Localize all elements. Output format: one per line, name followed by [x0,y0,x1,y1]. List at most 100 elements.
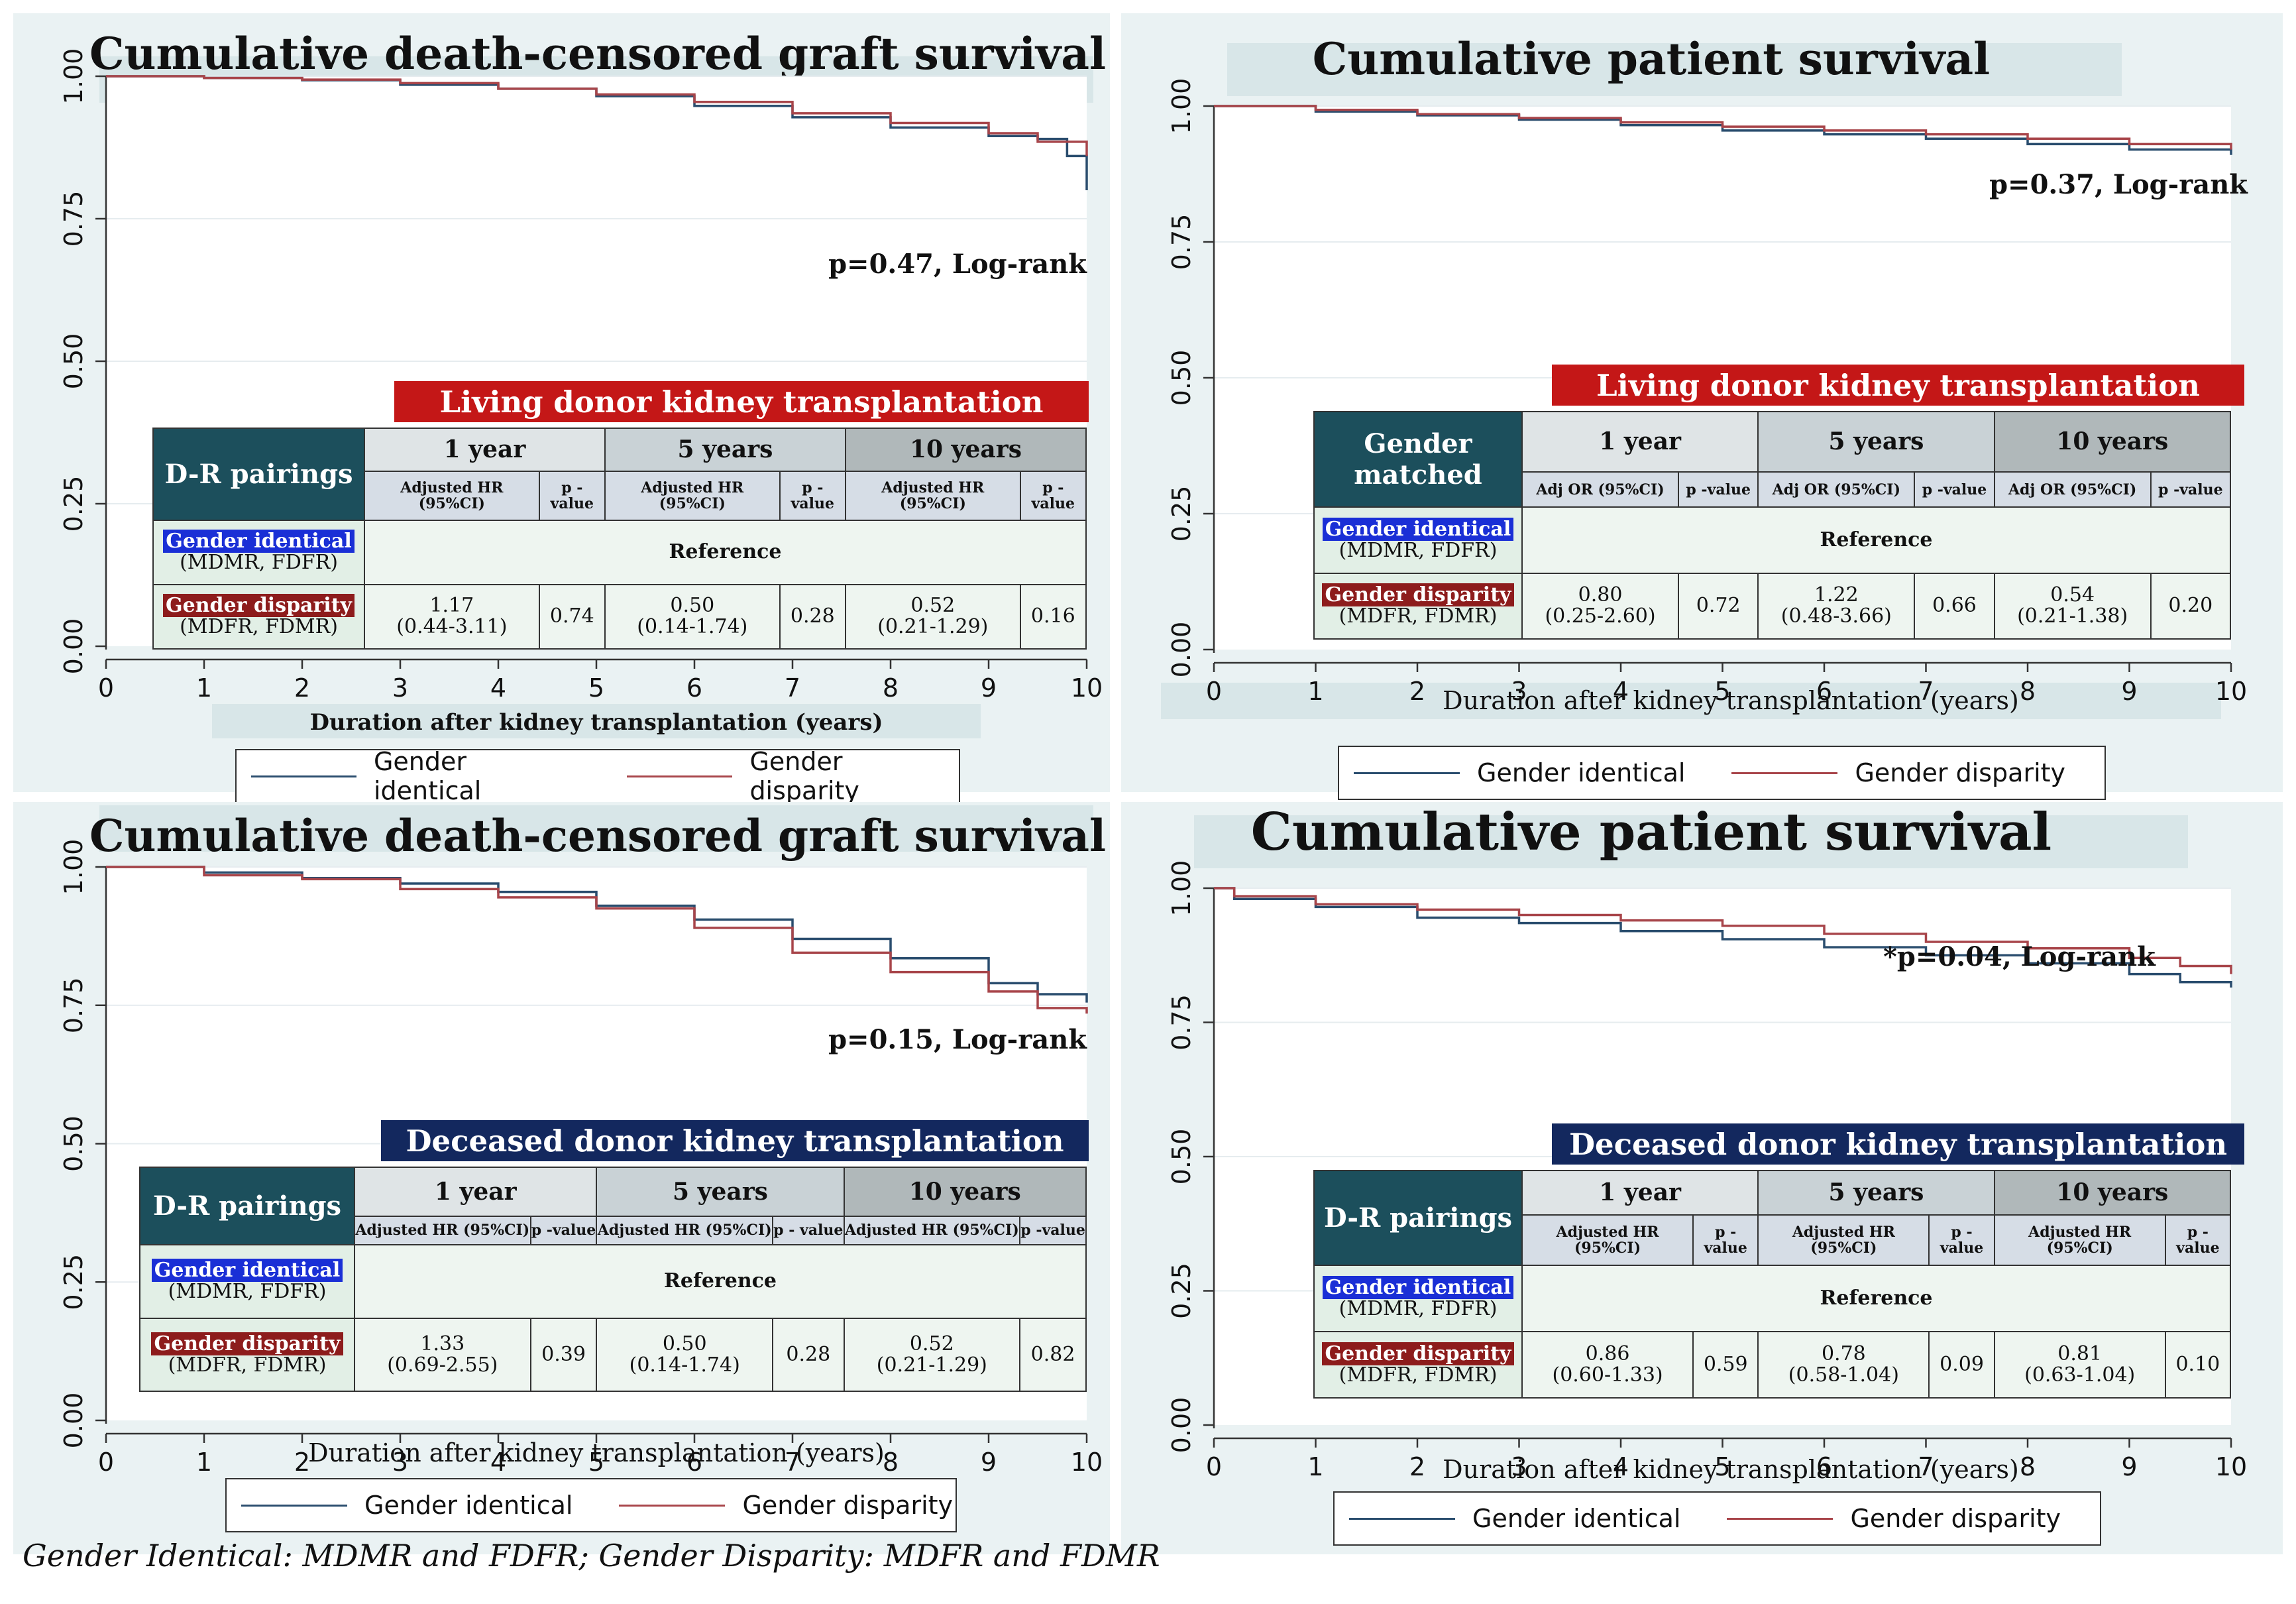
x-tick-label: 0 [1206,677,1222,706]
estimate-value: 0.50 [662,1332,707,1355]
y-tick-label: 0.50 [59,1116,88,1172]
period-header: 10 years [844,428,1087,472]
legend-swatch-identical [1349,1517,1455,1520]
estimate-subheader: Adjusted HR (95%CI) [1521,1214,1694,1266]
estimate-value: 0.78 [1821,1342,1866,1365]
pvalue-annotation: p=0.37, Log-rank [1989,169,2248,200]
x-axis-label: Duration after kidney transplantation (y… [308,1438,885,1467]
pvalue-subheader: p -value [1678,471,1759,508]
confidence-interval: (0.21-1.29) [877,615,989,639]
period-header: 1 year [1521,1170,1759,1216]
estimate-value: 0.52 [909,1332,954,1355]
row-label-gender-disparity: Gender disparity (MDFR, FDMR) [139,1317,355,1393]
hazard-ratio-table: D-R pairings 1 year 5 years 10 years Adjuste… [139,1166,1087,1393]
pvalue-subheader: p -value [2164,1214,2232,1266]
legend-label-identical: Gender identical [364,1491,573,1520]
row-label-gender-identical: Gender identical (MDMR, FDFR) [152,519,365,585]
y-tick-label: 0.25 [1167,1263,1196,1319]
period-header: 1 year [1521,411,1759,473]
x-tick-label: 6 [1816,677,1832,706]
y-tick-label: 0.75 [59,191,88,247]
estimate-subheader: Adj OR (95%CI) [1993,471,2152,508]
legend-label-disparity: Gender disparity [742,1491,954,1520]
period-header: 1 year [353,1167,598,1217]
footnote: Gender Identical: MDMR and FDFR; Gender … [23,1538,1160,1574]
gender-disparity-label: Gender disparity [1322,1342,1514,1365]
estimate-cell: 0.52 (0.21-1.29) [843,1317,1021,1393]
estimate-cell: 0.54 (0.21-1.38) [1993,572,2152,640]
pvalue-cell: 0.72 [1678,572,1759,640]
series-line-gender-identical [1214,887,2232,988]
y-tick-label: 0.50 [1167,350,1196,406]
reference-cell: Reference [354,1244,1087,1319]
hazard-ratio-table: D-R pairings 1 year 5 years 10 years Adjuste… [152,428,1087,650]
x-tick-label: 1 [1307,1452,1323,1481]
pvalue-cell: 0.16 [1019,583,1087,650]
pvalue-subheader: p -value [1914,471,1995,508]
x-tick-label: 0 [98,1448,114,1477]
estimate-cell: 1.33 (0.69-2.55) [354,1317,531,1393]
x-tick-label: 10 [2215,677,2247,706]
gender-identical-label: Gender identical [151,1259,343,1283]
x-tick-label: 4 [490,1448,506,1477]
y-tick-label: 0.75 [1167,214,1196,270]
y-tick-label: 1.00 [59,839,88,895]
legend-swatch-identical [251,775,356,777]
gender-disparity-label: Gender disparity [1322,583,1514,607]
table-head-cell: Gender matched [1313,410,1523,508]
pvalue-annotation: *p=0.04, Log-rank [1883,941,2156,972]
x-tick-label: 3 [1511,677,1527,706]
legend-swatch-disparity [1731,772,1838,774]
gender-disparity-label: Gender disparity [151,1332,343,1355]
estimate-cell: 1.22 (0.48-3.66) [1757,572,1916,640]
estimate-value: 0.86 [1585,1342,1630,1365]
estimate-subheader: Adj OR (95%CI) [1521,471,1680,508]
row-label-gender-identical: Gender identical (MDMR, FDFR) [1313,1264,1523,1332]
x-tick-label: 2 [294,673,310,703]
chart-panel-3: Cumulative death-censored graft survival… [13,802,1110,1554]
pvalue-cell: 0.39 [529,1317,598,1393]
x-tick-label: 9 [2121,1452,2137,1481]
pvalue-subheader: p -value [538,470,606,521]
x-tick-label: 6 [686,673,702,703]
estimate-subheader: Adjusted HR (95%CI) [1993,1214,2166,1266]
pvalue-cell: 0.28 [779,583,846,650]
confidence-interval: (0.48-3.66) [1780,604,1892,628]
reference-cell: Reference [364,519,1087,585]
x-tick-label: 1 [196,673,212,703]
table-head-cell: D-R pairings [1313,1170,1523,1266]
estimate-value: 0.81 [2057,1342,2103,1365]
gender-identical-sub: (MDMR, FDFR) [1339,1296,1498,1320]
chart-title: Cumulative patient survival [1250,802,2052,862]
x-tick-label: 8 [883,673,899,703]
pvalue-cell: 0.59 [1692,1330,1759,1399]
confidence-interval: (0.14-1.74) [637,615,748,639]
x-tick-label: 7 [1918,1452,1934,1481]
x-tick-label: 5 [1714,1452,1730,1481]
y-tick-label: 1.00 [1167,860,1196,917]
estimate-subheader: Adjusted HR (95%CI) [604,470,781,521]
chart-title: Cumulative patient survival [1312,33,1991,85]
legend-swatch-disparity [619,1504,726,1507]
x-tick-label: 6 [686,1448,702,1477]
chart-legend: Gender identical Gender disparity [235,747,960,805]
x-tick-label: 4 [490,673,506,703]
pvalue-subheader: p -value [1019,1215,1087,1246]
estimate-value: 1.22 [1814,583,1859,607]
x-tick-label: 0 [1206,1452,1222,1481]
gender-disparity-sub: (MDFR, FDMR) [1339,1363,1498,1387]
y-tick-label: 0.25 [59,476,88,532]
x-axis-label: Duration after kidney transplantation (y… [1443,1455,2019,1484]
period-header: 1 year [364,428,606,472]
chart-title: Cumulative death-censored graft survival [89,28,1107,80]
estimate-cell: 1.17 (0.44-3.11) [364,583,540,650]
y-tick-label: 0.25 [59,1254,88,1310]
y-tick-label: 0.00 [1167,622,1196,678]
gender-identical-label: Gender identical [1322,1275,1514,1299]
pvalue-cell: 0.66 [1914,572,1995,640]
estimate-subheader: Adjusted HR (95%CI) [1757,1214,1930,1266]
x-tick-label: 9 [981,673,997,703]
pvalue-subheader: p - value [772,1215,845,1246]
x-tick-label: 10 [2215,1452,2247,1481]
confidence-interval: (0.44-3.11) [396,615,508,639]
